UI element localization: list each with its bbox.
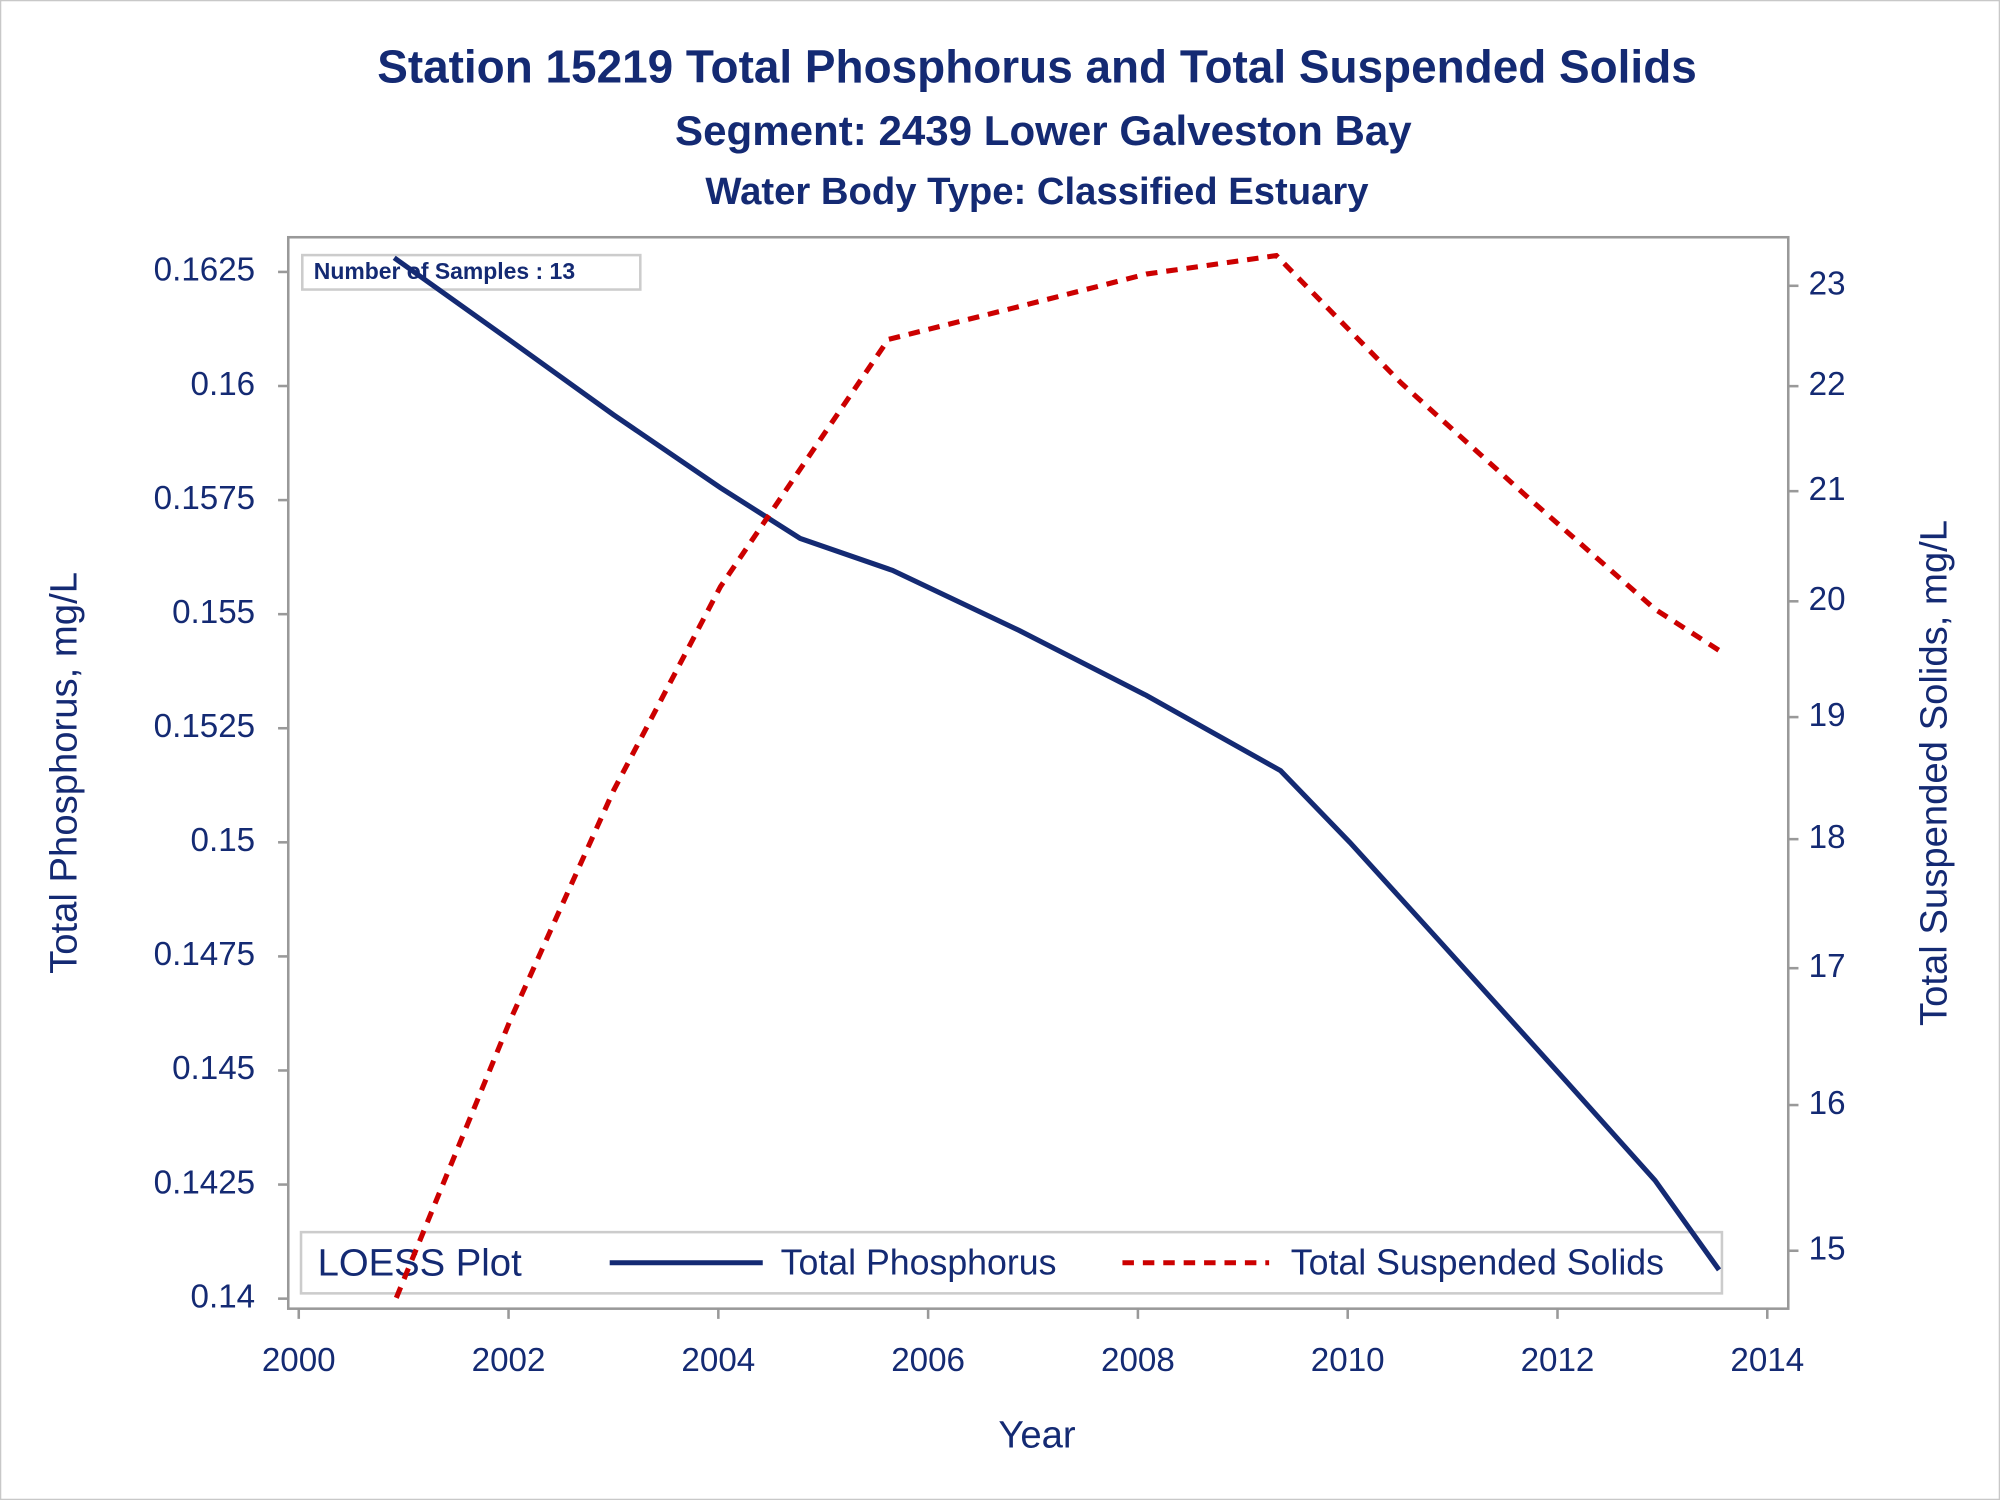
y2-tick-label: 21 <box>1809 471 1846 508</box>
x-tick-label: 2008 <box>1101 1342 1175 1379</box>
legend-title: LOESS Plot <box>318 1241 522 1284</box>
x-tick-label: 2014 <box>1730 1342 1804 1379</box>
y2-tick-label: 15 <box>1809 1231 1846 1268</box>
y2-tick-label: 22 <box>1809 366 1846 403</box>
x-tick-label: 2004 <box>681 1342 755 1379</box>
y-tick-label: 0.145 <box>172 1050 255 1087</box>
x-tick-label: 2000 <box>262 1342 336 1379</box>
y-tick-label: 0.16 <box>191 366 256 403</box>
y-tick-label: 0.1625 <box>154 252 255 289</box>
x-axis-label: Year <box>998 1414 1076 1457</box>
y-tick-label: 0.155 <box>172 594 255 631</box>
y2-tick-label: 16 <box>1809 1085 1846 1122</box>
chart-subtitle: Segment: 2439 Lower Galveston Bay <box>675 107 1412 154</box>
legend-label: Total Phosphorus <box>781 1243 1057 1283</box>
y-axis-label: Total Phosphorus, mg/L <box>42 572 85 974</box>
y-tick-label: 0.1575 <box>154 480 255 517</box>
y2-tick-label: 23 <box>1809 266 1846 303</box>
y2-axis-label: Total Suspended Solids, mg/L <box>1912 520 1955 1026</box>
legend-box <box>299 1230 1724 1295</box>
x-tick-label: 2002 <box>472 1342 546 1379</box>
plot-frame <box>286 235 1790 1310</box>
y2-tick-label: 19 <box>1809 697 1846 734</box>
y2-tick-label: 18 <box>1809 819 1846 856</box>
y-tick-label: 0.1425 <box>154 1164 255 1201</box>
x-tick-label: 2006 <box>891 1342 965 1379</box>
y2-tick-label: 20 <box>1809 581 1846 618</box>
y-tick-label: 0.15 <box>191 822 256 859</box>
y-tick-label: 0.1475 <box>154 936 255 973</box>
chart-subtitle: Water Body Type: Classified Estuary <box>705 170 1369 213</box>
y-tick-label: 0.14 <box>191 1278 256 1315</box>
y-tick-label: 0.1525 <box>154 708 255 745</box>
x-tick-label: 2012 <box>1521 1342 1595 1379</box>
series-line <box>392 255 1722 1272</box>
annotation-box <box>301 253 642 291</box>
chart-title: Station 15219 Total Phosphorus and Total… <box>377 40 1697 92</box>
y2-tick-label: 17 <box>1809 948 1846 985</box>
legend-label: Total Suspended Solids <box>1291 1243 1664 1283</box>
annotation: Number of Samples : 13 <box>314 258 575 284</box>
x-tick-label: 2010 <box>1311 1342 1385 1379</box>
